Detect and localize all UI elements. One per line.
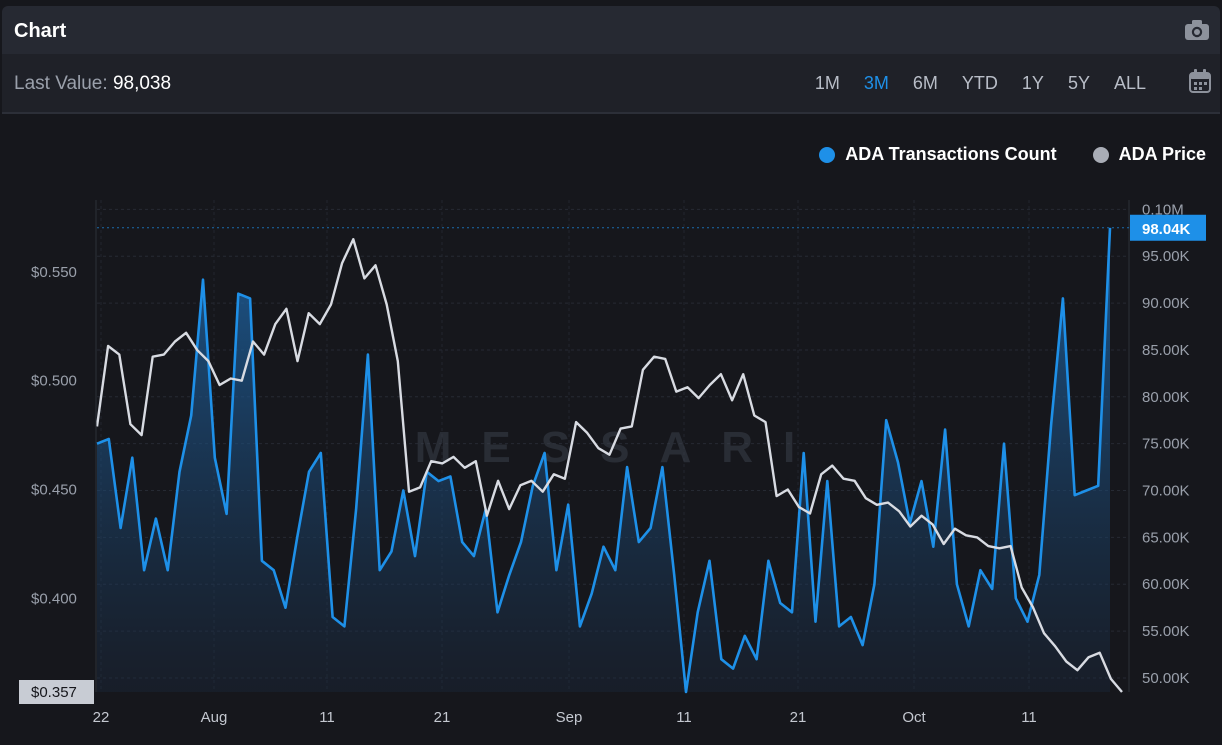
x-tick-label: 11 [319, 709, 335, 726]
legend-item-price[interactable]: ADA Price [1092, 144, 1206, 165]
left-tick-label: $0.500 [31, 373, 77, 390]
x-tick-label: 11 [1021, 709, 1037, 726]
chart-header: Chart [2, 6, 1220, 54]
current-price-label: $0.357 [31, 684, 77, 701]
legend-dot-transactions [819, 146, 836, 163]
legend-item-transactions[interactable]: ADA Transactions Count [819, 144, 1057, 165]
last-value-marker-label: 98.04K [1142, 221, 1191, 238]
x-tick-label: 21 [790, 709, 807, 726]
legend-label-price: ADA Price [1118, 144, 1206, 164]
toolbar: Last Value: 98,038 1M 3M 6M YTD 1Y 5Y AL… [2, 54, 1220, 114]
legend-dot-price [1092, 146, 1109, 163]
x-tick-label: 22 [93, 709, 110, 726]
camera-icon[interactable] [1184, 18, 1210, 42]
range-selector: 1M 3M 6M YTD 1Y 5Y ALL [791, 73, 1146, 94]
range-ytd[interactable]: YTD [961, 73, 998, 93]
x-tick-label: Aug [201, 709, 228, 726]
right-tick-label: 55.00K [1142, 623, 1190, 640]
right-tick-label: 75.00K [1142, 436, 1190, 453]
left-tick-label: $0.450 [31, 482, 77, 499]
right-tick-label: 80.00K [1142, 389, 1190, 406]
series-lines [95, 227, 1123, 694]
right-tick-label: 65.00K [1142, 529, 1190, 546]
transactions-line [96, 227, 1112, 694]
range-3m[interactable]: 3M [863, 73, 889, 93]
last-value: Last Value: 98,038 [14, 73, 171, 95]
right-tick-label: 85.00K [1142, 342, 1190, 359]
right-tick-label: 60.00K [1142, 576, 1190, 593]
right-tick-label: 50.00K [1142, 670, 1190, 687]
axes: 0.10M 95.00K 90.00K 85.00K 80.00K 75.00K 70.00… [19, 200, 1206, 726]
current-price-marker [19, 680, 94, 704]
last-value-label: Last Value: [14, 73, 108, 94]
range-all[interactable]: ALL [1113, 73, 1146, 93]
watermark: MESSARI [415, 423, 825, 472]
range-1m[interactable]: 1M [814, 73, 840, 93]
range-5y[interactable]: 5Y [1067, 73, 1090, 93]
legend-label-transactions: ADA Transactions Count [845, 144, 1057, 164]
range-1y[interactable]: 1Y [1021, 73, 1044, 93]
x-tick-label: 21 [434, 709, 451, 726]
calendar-icon[interactable] [1188, 68, 1212, 94]
x-tick-label: Oct [902, 709, 926, 726]
right-tick-label: 95.00K [1142, 248, 1190, 265]
x-tick-label: Sep [556, 709, 583, 726]
left-tick-label: $0.400 [31, 590, 77, 607]
right-tick-label: 0.10M [1142, 201, 1184, 218]
right-tick-label: 90.00K [1142, 295, 1190, 312]
chart-title: Chart [14, 20, 67, 42]
x-tick-label: 11 [676, 709, 692, 726]
last-value-number: 98,038 [112, 73, 172, 94]
last-value-marker [1130, 214, 1206, 241]
range-6m[interactable]: 6M [912, 73, 938, 93]
price-line [95, 238, 1123, 693]
chart-legend: ADA Transactions Count ADA Price [783, 144, 1206, 165]
left-tick-label: $0.550 [31, 264, 77, 281]
right-tick-label: 70.00K [1142, 483, 1190, 500]
